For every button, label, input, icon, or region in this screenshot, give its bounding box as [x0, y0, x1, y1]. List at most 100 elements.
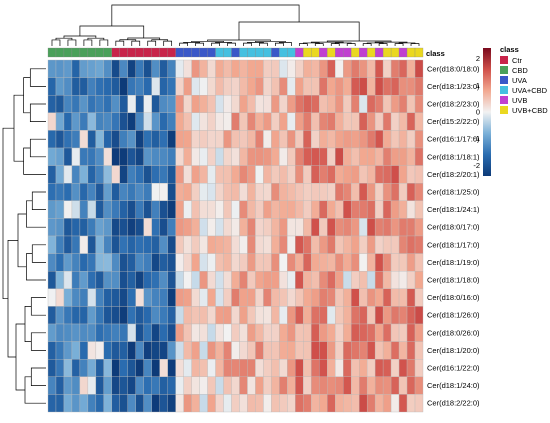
heatmap-cell: [215, 218, 224, 237]
heatmap-cell: [199, 130, 208, 149]
heatmap-cell: [79, 253, 89, 272]
heatmap-cell: [358, 394, 368, 413]
heatmap-cell: [351, 59, 360, 78]
heatmap-cell: [47, 183, 57, 201]
heatmap-cell: [287, 288, 296, 307]
heatmap-cell: [319, 59, 328, 78]
heatmap-cell: [351, 288, 360, 307]
heatmap-cell: [111, 376, 120, 395]
heatmap-cell: [311, 376, 320, 395]
heatmap-cell: [215, 359, 224, 377]
class-bar-cell: [223, 47, 232, 58]
heatmap-cell: [79, 59, 89, 78]
heatmap-cell: [247, 200, 256, 219]
class-bar-cell: [366, 47, 376, 58]
heatmap-cell: [143, 130, 152, 149]
heatmap-cell: [247, 77, 256, 96]
heatmap-cell: [55, 376, 65, 395]
heatmap-cell: [151, 59, 160, 78]
row-label: Cer(d18:0/26:0): [427, 328, 480, 337]
heatmap-cell: [271, 77, 280, 96]
heatmap-cell: [351, 218, 360, 237]
class-bar-cell: [183, 47, 192, 58]
heatmap-cell: [151, 147, 160, 166]
heatmap-cell: [135, 130, 144, 149]
heatmap-cell: [167, 95, 176, 113]
heatmap-cell: [303, 341, 312, 360]
heatmap-cell: [343, 77, 352, 96]
heatmap-cell: [167, 183, 176, 201]
heatmap-cell: [71, 95, 81, 113]
row-label: Cer(d18:2/22:0): [427, 399, 480, 408]
class-bar-cell: [207, 47, 216, 58]
heatmap-cell: [247, 147, 256, 166]
heatmap-cell: [374, 165, 384, 184]
heatmap-cell: [343, 183, 352, 201]
dendrogram-link: [15, 323, 25, 391]
row-label: Cer(d18:0/18:0): [427, 64, 480, 73]
heatmap-cell: [390, 341, 400, 360]
legend-swatch: [500, 86, 508, 94]
heatmap-cell: [111, 183, 120, 201]
heatmap-cell: [87, 394, 97, 413]
heatmap-cell: [159, 112, 168, 131]
heatmap-cell: [239, 376, 248, 395]
heatmap-cell: [239, 306, 248, 325]
heatmap-cell: [398, 253, 408, 272]
heatmap-cell: [63, 130, 73, 149]
heatmap-cell: [414, 218, 424, 237]
heatmap-cell: [119, 130, 128, 149]
heatmap-cell: [191, 288, 200, 307]
heatmap-cell: [343, 59, 352, 78]
heatmap-cell: [327, 112, 336, 131]
heatmap-cell: [71, 394, 81, 413]
heatmap-cell: [175, 130, 184, 149]
heatmap-cell: [414, 112, 424, 131]
heatmap-cell: [183, 323, 192, 342]
heatmap-cell: [79, 288, 89, 307]
heatmap-cell: [167, 165, 176, 184]
heatmap-cell: [358, 59, 368, 78]
heatmap-cell: [119, 95, 128, 113]
dendrogram-link: [23, 77, 31, 114]
heatmap-cell: [239, 130, 248, 149]
heatmap-cell: [271, 112, 280, 131]
heatmap-cell: [175, 271, 184, 289]
heatmap-cell: [382, 306, 392, 325]
heatmap-cell: [71, 165, 81, 184]
heatmap-cell: [255, 95, 264, 113]
heatmap-cell: [191, 183, 200, 201]
heatmap-cell: [63, 165, 73, 184]
dendrogram-link: [67, 39, 77, 46]
heatmap-cell: [183, 253, 192, 272]
heatmap-cell: [95, 253, 105, 272]
heatmap-cell: [382, 359, 392, 377]
heatmap-cell: [71, 288, 81, 307]
heatmap-cell: [335, 253, 344, 272]
class-bar-cell: [303, 47, 312, 58]
row-label: Cer(d18:1/20:0): [427, 346, 480, 355]
column-dendrogram: [51, 4, 420, 46]
heatmap-cell: [231, 59, 240, 78]
heatmap-cell: [247, 271, 256, 289]
heatmap-cell: [231, 359, 240, 377]
dendrogram-link: [195, 42, 204, 46]
heatmap-cell: [71, 200, 81, 219]
heatmap-cell: [175, 376, 184, 395]
heatmap-cell: [390, 394, 400, 413]
heatmap-cell: [303, 200, 312, 219]
heatmap-cell: [303, 183, 312, 201]
heatmap-cell: [255, 376, 264, 395]
heatmap-cell: [358, 359, 368, 377]
class-bar-cell: [87, 47, 97, 58]
heatmap-cell: [311, 112, 320, 131]
heatmap-cell: [295, 218, 304, 237]
heatmap-cell: [358, 200, 368, 219]
heatmap-cell: [47, 323, 57, 342]
heatmap-cell: [63, 200, 73, 219]
heatmap-cell: [239, 218, 248, 237]
heatmap-cell: [151, 359, 160, 377]
heatmap-cell: [159, 288, 168, 307]
heatmap-cell: [55, 200, 65, 219]
heatmap-cell: [47, 59, 57, 78]
